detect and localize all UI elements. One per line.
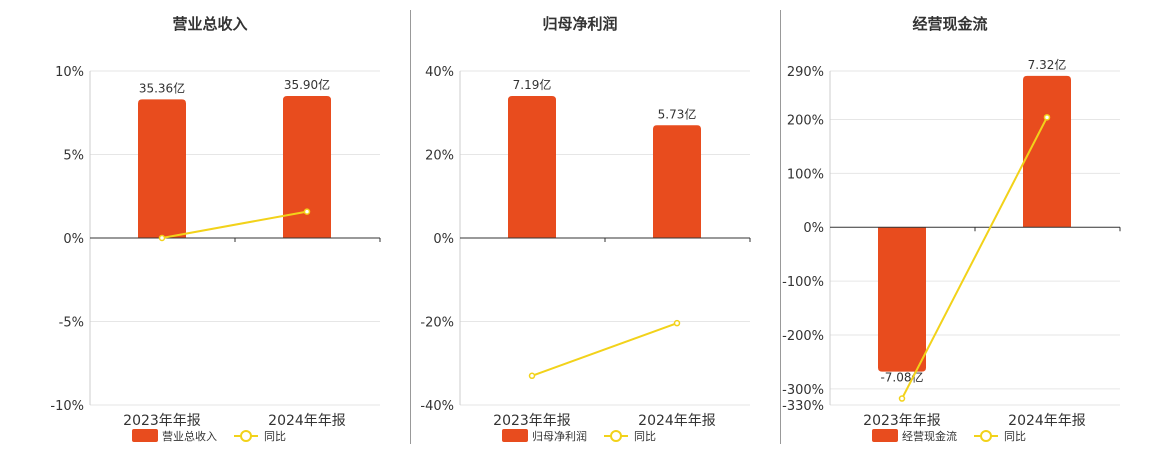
y-tick-label: 290% — [787, 65, 824, 80]
bar-value-label: -7.08亿 — [880, 370, 923, 385]
y-tick-label: 10% — [55, 65, 84, 80]
legend-bar-swatch — [132, 429, 158, 442]
y-tick-label: 0% — [63, 232, 84, 247]
y-tick-label: -40% — [420, 399, 454, 414]
legend-line-marker — [240, 430, 252, 442]
yoy-line — [901, 116, 1048, 399]
bar-value-label: 7.19亿 — [513, 77, 552, 92]
y-tick-label: 0% — [433, 232, 454, 247]
y-tick-label: 0% — [803, 221, 824, 236]
legend-bar-swatch — [502, 429, 528, 442]
chart-title: 经营现金流 — [912, 15, 987, 33]
y-tick-label: -5% — [59, 316, 84, 331]
y-tick-label: -100% — [782, 275, 824, 290]
bar-value-label: 7.32亿 — [1028, 57, 1067, 72]
revenue-chart: 营业总收入 10% 5% 0% -5% -10% 35.36亿 35.90亿 2023年年报 20… — [50, 15, 381, 443]
y-tick-label: 40% — [425, 65, 454, 80]
bar-value-label: 35.36亿 — [139, 80, 185, 95]
y-tick-label: 5% — [63, 149, 84, 164]
y-tick-label: -20% — [420, 316, 454, 331]
y-tick-label: -200% — [782, 329, 824, 344]
y-tick-label: 100% — [787, 167, 824, 182]
yoy-point — [158, 234, 166, 242]
x-category-label: 2024年年报 — [268, 413, 346, 429]
legend-bar-label: 经营现金流 — [902, 429, 957, 443]
x-category-label: 2024年年报 — [638, 413, 716, 429]
y-tick-label: -300% — [782, 383, 824, 398]
y-tick-label: -10% — [50, 399, 84, 414]
chart-title: 营业总收入 — [172, 15, 247, 33]
legend-line-label: 同比 — [1004, 430, 1026, 443]
yoy-line — [531, 322, 678, 377]
legend-line-label: 同比 — [634, 430, 656, 443]
bar-value-label: 35.90亿 — [284, 77, 330, 92]
x-category-label: 2023年年报 — [493, 413, 571, 429]
bar — [653, 125, 701, 238]
net-profit-chart: 归母净利润 40% 20% 0% -20% -40% 7.19亿 5.73亿 2023年年报 20… — [420, 15, 751, 443]
bar — [283, 96, 331, 238]
bar — [138, 99, 186, 238]
legend-line-marker — [980, 430, 992, 442]
chart-title: 归母净利润 — [542, 15, 617, 33]
bar — [878, 227, 926, 372]
legend-bar-label: 归母净利润 — [532, 429, 587, 443]
panel-divider — [780, 10, 781, 444]
yoy-point — [673, 319, 681, 327]
y-tick-label: 20% — [425, 149, 454, 164]
yoy-point — [303, 208, 311, 215]
yoy-point — [898, 395, 906, 402]
x-category-label: 2023年年报 — [123, 413, 201, 429]
yoy-point — [1043, 114, 1051, 121]
legend-bar-label: 营业总收入 — [162, 429, 217, 443]
bar — [508, 96, 556, 238]
legend-line-label: 同比 — [264, 430, 286, 443]
yoy-point — [528, 372, 536, 380]
legend-bar-swatch — [872, 429, 898, 442]
legend-line-marker — [610, 430, 622, 442]
yoy-line — [161, 210, 308, 239]
cash-flow-chart: 经营现金流 290% 200% 100% 0% -100% -200% -300%-330% -… — [782, 15, 1121, 443]
bar-value-label: 5.73亿 — [658, 106, 697, 121]
x-category-label: 2023年年报 — [863, 413, 941, 429]
y-tick-label: -330% — [782, 399, 824, 414]
x-category-label: 2024年年报 — [1008, 413, 1086, 429]
bar — [1023, 75, 1071, 228]
panel-divider — [410, 10, 411, 444]
y-tick-label: 200% — [787, 113, 824, 128]
